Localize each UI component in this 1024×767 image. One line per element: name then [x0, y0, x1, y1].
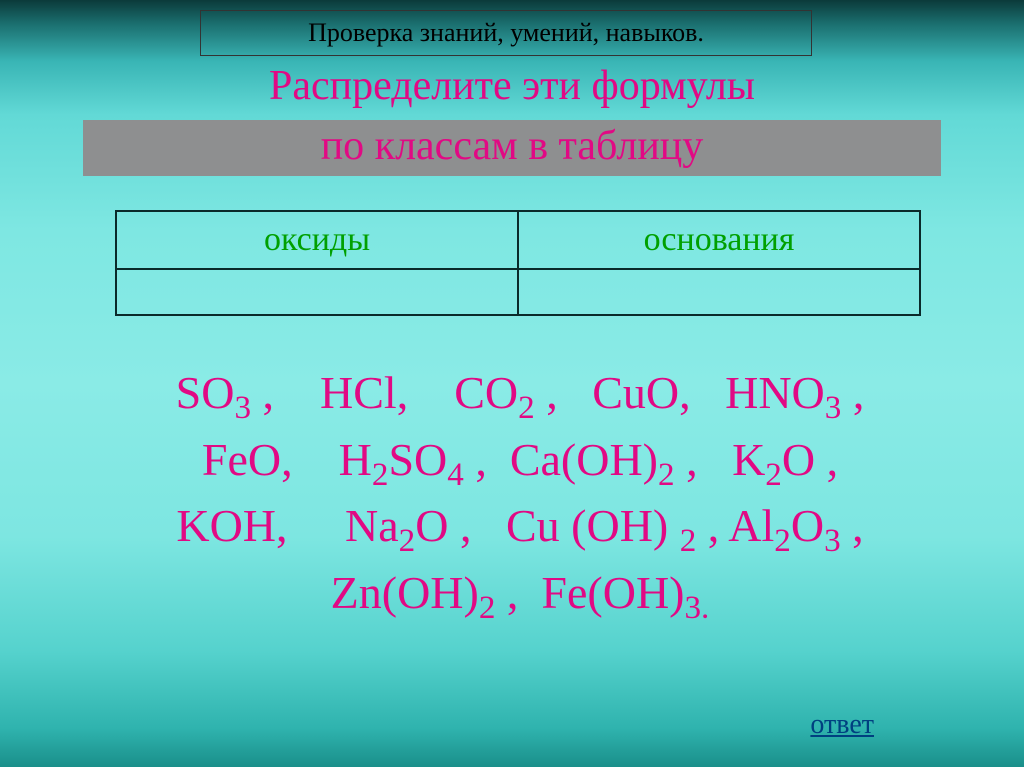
formula-cuo: CuO: [592, 367, 679, 418]
formula-k2o: K2O: [732, 434, 827, 485]
formula-h2so4: H2SO4: [339, 434, 476, 485]
formula-na2o: Na2O: [345, 500, 460, 551]
title-line-2: по классам в таблицу: [0, 122, 1024, 170]
answer-link[interactable]: ответ: [810, 709, 874, 741]
table-header-oxides: оксиды: [116, 211, 518, 269]
classification-table: оксиды основания: [115, 210, 921, 316]
formula-al2o3: Al2O3: [728, 500, 852, 551]
table-cell-bases: [518, 269, 920, 315]
formula-feo: FeO: [202, 434, 281, 485]
formula-feoh3: Fe(OH)3.: [541, 567, 709, 618]
table-cell-oxides: [116, 269, 518, 315]
formula-znoh2: Zn(OH)2: [331, 567, 507, 618]
formula-hcl: HCl: [320, 367, 397, 418]
header-text: Проверка знаний, умений, навыков.: [308, 18, 704, 48]
formula-koh: KOH: [176, 500, 276, 551]
header-box: Проверка знаний, умений, навыков.: [200, 10, 812, 56]
formula-hno3: HNO3: [725, 367, 853, 418]
formula-so3: SO3: [176, 367, 263, 418]
table-body-row: [116, 269, 920, 315]
formula-caoh2: Ca(OH)2: [510, 434, 686, 485]
formula-co2: CO2: [454, 367, 546, 418]
formula-cuoh2: Cu (OH) 2: [506, 500, 708, 551]
title-line-1: Распределите эти формулы: [0, 62, 1024, 110]
formula-list: SO3 , HCl, CO2 , CuO, HNO3 , FeO, H2SO4 …: [90, 360, 950, 627]
table-header-bases: основания: [518, 211, 920, 269]
table-header-row: оксиды основания: [116, 211, 920, 269]
slide: Проверка знаний, умений, навыков. Распре…: [0, 0, 1024, 767]
